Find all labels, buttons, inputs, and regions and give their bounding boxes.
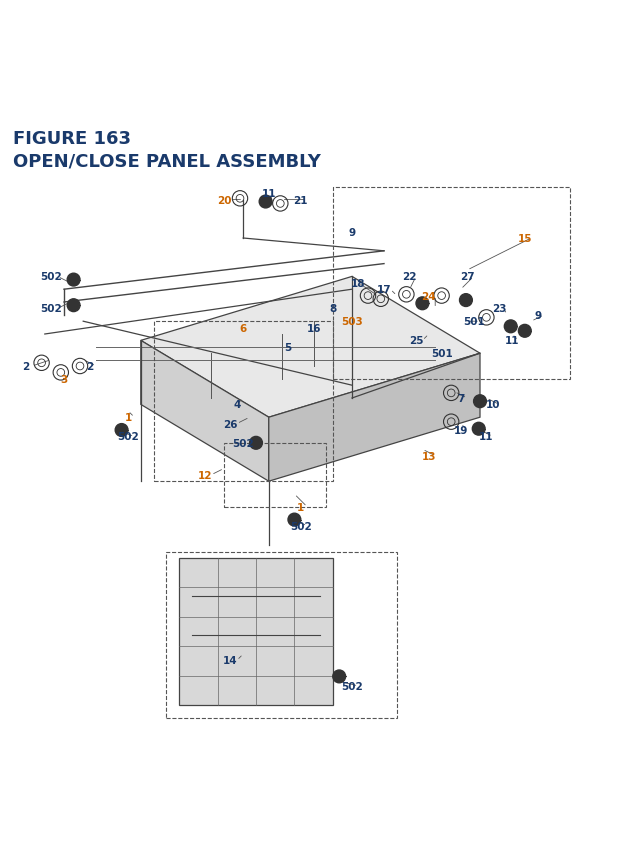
Text: 2: 2 (86, 362, 93, 372)
Polygon shape (141, 277, 480, 418)
Text: 14: 14 (223, 655, 237, 666)
Circle shape (472, 423, 485, 436)
Text: 11: 11 (505, 336, 519, 346)
Circle shape (67, 300, 80, 313)
Polygon shape (141, 341, 269, 481)
Text: 3: 3 (60, 375, 68, 384)
Circle shape (288, 514, 301, 526)
Bar (166, 552, 397, 718)
Text: 21: 21 (294, 195, 308, 206)
Text: 4: 4 (233, 400, 241, 410)
Circle shape (333, 670, 346, 683)
Text: 502: 502 (290, 522, 312, 531)
Bar (333, 188, 570, 380)
Text: 18: 18 (351, 278, 365, 288)
Text: 502: 502 (40, 304, 62, 314)
Text: 11: 11 (479, 432, 493, 442)
Text: 19: 19 (454, 425, 468, 436)
Text: 5: 5 (284, 343, 292, 352)
Text: OPEN/CLOSE PANEL ASSEMBLY: OPEN/CLOSE PANEL ASSEMBLY (13, 152, 321, 170)
Text: 20: 20 (217, 195, 231, 206)
Text: 8: 8 (329, 304, 337, 314)
Text: 501: 501 (463, 317, 484, 327)
Text: 7: 7 (457, 393, 465, 404)
Text: 502: 502 (117, 432, 139, 442)
Text: 16: 16 (307, 323, 321, 333)
Text: 15: 15 (518, 233, 532, 244)
Text: 11: 11 (262, 189, 276, 199)
Text: 24: 24 (422, 291, 436, 301)
Text: 1: 1 (297, 502, 305, 512)
Circle shape (460, 294, 472, 307)
Circle shape (67, 274, 80, 287)
Bar (224, 443, 326, 507)
Polygon shape (179, 558, 333, 705)
Text: 12: 12 (198, 470, 212, 480)
Text: 13: 13 (422, 451, 436, 461)
Text: 27: 27 (460, 272, 474, 282)
Text: 6: 6 (239, 323, 247, 333)
Text: FIGURE 163: FIGURE 163 (13, 130, 131, 148)
Polygon shape (269, 354, 480, 481)
Text: 502: 502 (232, 438, 254, 449)
Circle shape (115, 424, 128, 437)
Circle shape (474, 395, 486, 408)
Text: 2: 2 (22, 362, 29, 372)
Circle shape (416, 298, 429, 310)
Text: 23: 23 (492, 304, 506, 314)
Text: 9: 9 (348, 227, 356, 238)
Text: 502: 502 (40, 272, 62, 282)
Text: 1: 1 (124, 412, 132, 423)
Circle shape (504, 320, 517, 333)
Text: 10: 10 (486, 400, 500, 410)
Text: 17: 17 (377, 285, 391, 294)
Text: 25: 25 (409, 336, 423, 346)
Text: 502: 502 (341, 681, 363, 691)
Bar (154, 322, 333, 481)
Text: 26: 26 (223, 419, 237, 429)
Circle shape (250, 437, 262, 449)
Circle shape (518, 325, 531, 338)
Circle shape (259, 196, 272, 208)
Text: 22: 22 (403, 272, 417, 282)
Text: 501: 501 (431, 349, 452, 359)
Text: 9: 9 (534, 311, 541, 320)
Text: 503: 503 (341, 317, 363, 327)
